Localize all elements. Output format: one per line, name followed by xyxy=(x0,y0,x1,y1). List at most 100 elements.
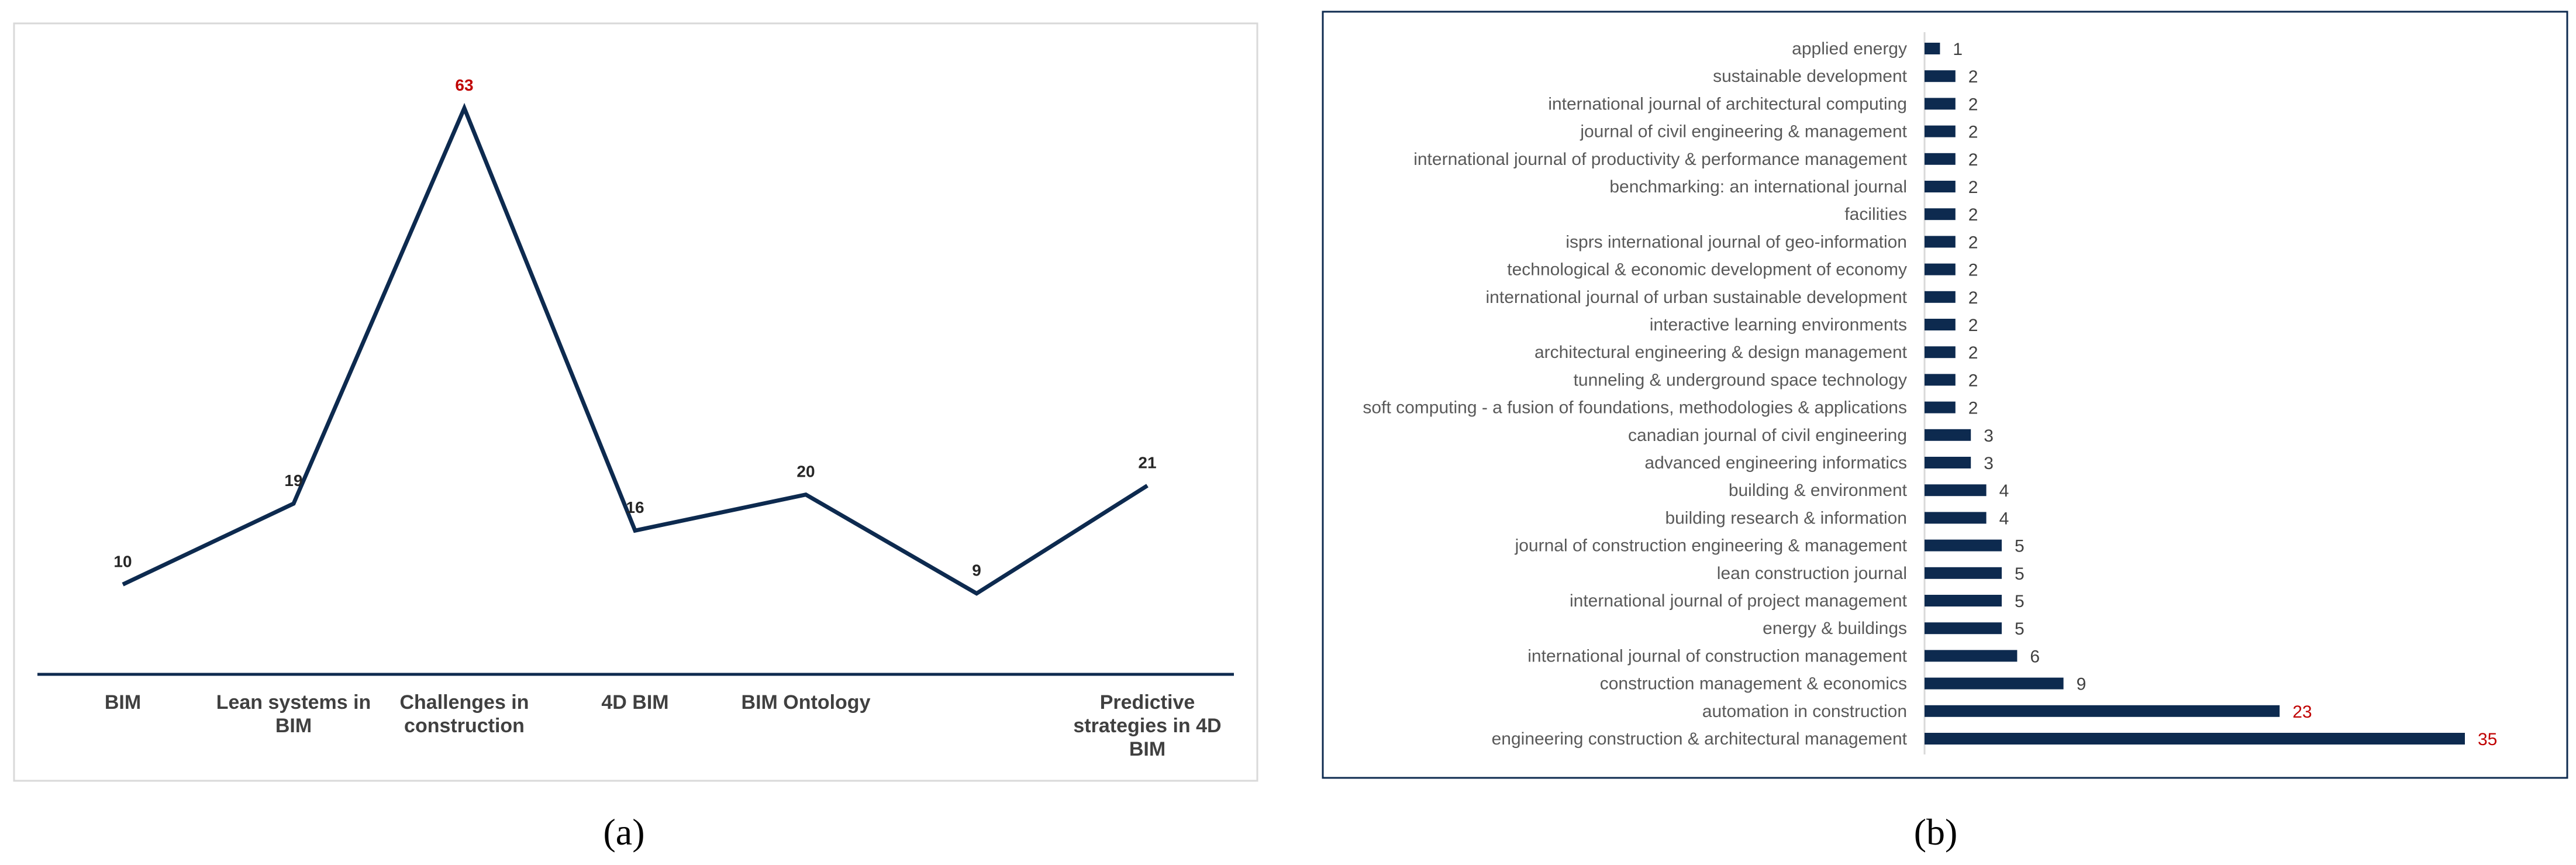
bar-value-label: 2 xyxy=(1968,205,1978,225)
bar-category-label: soft computing - a fusion of foundations… xyxy=(1363,398,1907,418)
bar-row: isprs international journal of geo-infor… xyxy=(1565,232,1978,252)
bar-category-label: international journal of architectural c… xyxy=(1548,94,1907,113)
category-label: construction xyxy=(404,715,525,737)
bar-row: construction management & economics 9 xyxy=(1600,674,2087,694)
bar-value-label: 4 xyxy=(1999,481,2009,501)
bar-value-label: 2 xyxy=(1968,150,1978,170)
bar-category-label: automation in construction xyxy=(1702,702,1907,721)
data-label: 63 xyxy=(455,76,473,94)
bar xyxy=(1925,733,2465,745)
bar-category-label: sustainable development xyxy=(1713,67,1908,86)
bar-value-label: 3 xyxy=(1984,454,1994,473)
bar-category-label: canadian journal of civil engineering xyxy=(1628,426,1907,445)
bar xyxy=(1925,457,1971,468)
data-label: 21 xyxy=(1138,453,1156,471)
category-label: BIM xyxy=(275,715,312,737)
bar-category-label: construction management & economics xyxy=(1600,674,1907,694)
bar-row: building & environment 4 xyxy=(1729,481,2009,501)
bar xyxy=(1925,291,1956,303)
bar-row: applied energy 1 xyxy=(1792,39,1963,59)
bar-category-label: international journal of construction ma… xyxy=(1527,646,1907,666)
bar-value-label: 2 xyxy=(1968,67,1978,87)
category-label: BIM Ontology xyxy=(742,691,871,714)
bar-row: sustainable development 2 xyxy=(1713,67,1978,87)
bar-category-label: journal of construction engineering & ma… xyxy=(1515,536,1908,556)
bar-row: journal of construction engineering & ma… xyxy=(1515,536,2025,556)
bar-value-label: 5 xyxy=(2015,564,2025,584)
bar-row: journal of civil engineering & managemen… xyxy=(1580,122,1978,142)
bar-row: benchmarking: an international journal 2 xyxy=(1609,177,1978,197)
bar-value-label: 5 xyxy=(2015,537,2025,556)
bar-value-label: 35 xyxy=(2478,730,2497,749)
bar-row: international journal of productivity & … xyxy=(1413,150,1978,170)
bar-value-label: 2 xyxy=(1968,95,1978,114)
bar xyxy=(1925,429,1971,441)
bar xyxy=(1925,539,2002,552)
bar xyxy=(1925,43,1940,54)
bar-value-label: 2 xyxy=(1968,123,1978,142)
bar-category-label: tunneling & underground space technology xyxy=(1574,370,1907,390)
bar-category-label: interactive learning environments xyxy=(1650,315,1907,335)
bar-value-label: 2 xyxy=(1968,233,1978,252)
bar-row: canadian journal of civil engineering 3 xyxy=(1628,426,1994,446)
bar xyxy=(1925,346,1956,359)
category-label: Lean systems in xyxy=(216,691,371,714)
bar xyxy=(1925,181,1956,192)
bar-row: international journal of architectural c… xyxy=(1548,94,1978,114)
panel-a-border xyxy=(13,22,1258,782)
bar-category-label: isprs international journal of geo-infor… xyxy=(1565,232,1907,251)
bar-category-label: facilities xyxy=(1844,205,1907,224)
bar-row: advanced engineering informatics 3 xyxy=(1644,453,1993,473)
bar xyxy=(1925,677,2064,690)
bar-value-label: 6 xyxy=(2030,647,2040,666)
bar-row: technological & economic development of … xyxy=(1507,260,1978,280)
bar-value-label: 2 xyxy=(1968,178,1978,197)
bar-category-label: journal of civil engineering & managemen… xyxy=(1580,122,1907,142)
data-label: 19 xyxy=(284,471,302,490)
category-label: BIM xyxy=(1129,738,1165,760)
bar-value-label: 5 xyxy=(2015,619,2025,639)
bar-row: building research & information 4 xyxy=(1665,508,2009,528)
bar xyxy=(1925,374,1956,386)
bar xyxy=(1925,236,1956,248)
bar-value-label: 5 xyxy=(2015,592,2025,611)
bar xyxy=(1925,153,1956,165)
bar-category-label: benchmarking: an international journal xyxy=(1609,177,1907,197)
bar-category-label: international journal of productivity & … xyxy=(1413,150,1907,169)
data-label: 10 xyxy=(113,552,132,570)
bar-row: energy & buildings 5 xyxy=(1763,619,2025,639)
bar-row: lean construction journal 5 xyxy=(1717,564,2025,584)
bar-category-label: applied energy xyxy=(1792,39,1907,58)
line-data-labels: 10 19 63 16 20 9 21 xyxy=(113,76,1156,580)
bar xyxy=(1925,567,2002,579)
bar xyxy=(1925,622,2002,635)
bar-value-label: 23 xyxy=(2292,702,2312,722)
bar xyxy=(1925,125,1956,137)
bar-category-label: architectural engineering & design manag… xyxy=(1534,343,1908,362)
bar-value-label: 2 xyxy=(1968,399,1978,418)
bar-value-label: 2 xyxy=(1968,288,1978,308)
bar-row: automation in construction 23 xyxy=(1702,702,2312,722)
bar-row: international journal of urban sustainab… xyxy=(1486,288,1978,308)
bar-row: architectural engineering & design manag… xyxy=(1534,343,1978,363)
bar xyxy=(1925,98,1956,110)
bar xyxy=(1925,705,2280,717)
bar-value-label: 2 xyxy=(1968,316,1978,335)
bar xyxy=(1925,401,1956,413)
category-label: BIM xyxy=(105,691,141,714)
bar-category-label: international journal of urban sustainab… xyxy=(1486,288,1908,307)
bar-value-label: 1 xyxy=(1953,40,1963,59)
bar-category-label: advanced engineering informatics xyxy=(1644,453,1907,473)
bar-row: international journal of construction ma… xyxy=(1527,646,2040,666)
bar-category-label: engineering construction & architectural… xyxy=(1492,729,1908,749)
bar-category-label: lean construction journal xyxy=(1717,564,1907,583)
bar-row: interactive learning environments 2 xyxy=(1650,315,1978,335)
bar xyxy=(1925,512,1987,524)
bar-row: international journal of project managem… xyxy=(1570,591,2025,611)
bar-category-label: international journal of project managem… xyxy=(1570,591,1908,611)
bar-value-label: 4 xyxy=(1999,509,2009,528)
bar-row: engineering construction & architectural… xyxy=(1492,729,2498,749)
bar-value-label: 2 xyxy=(1968,371,1978,390)
